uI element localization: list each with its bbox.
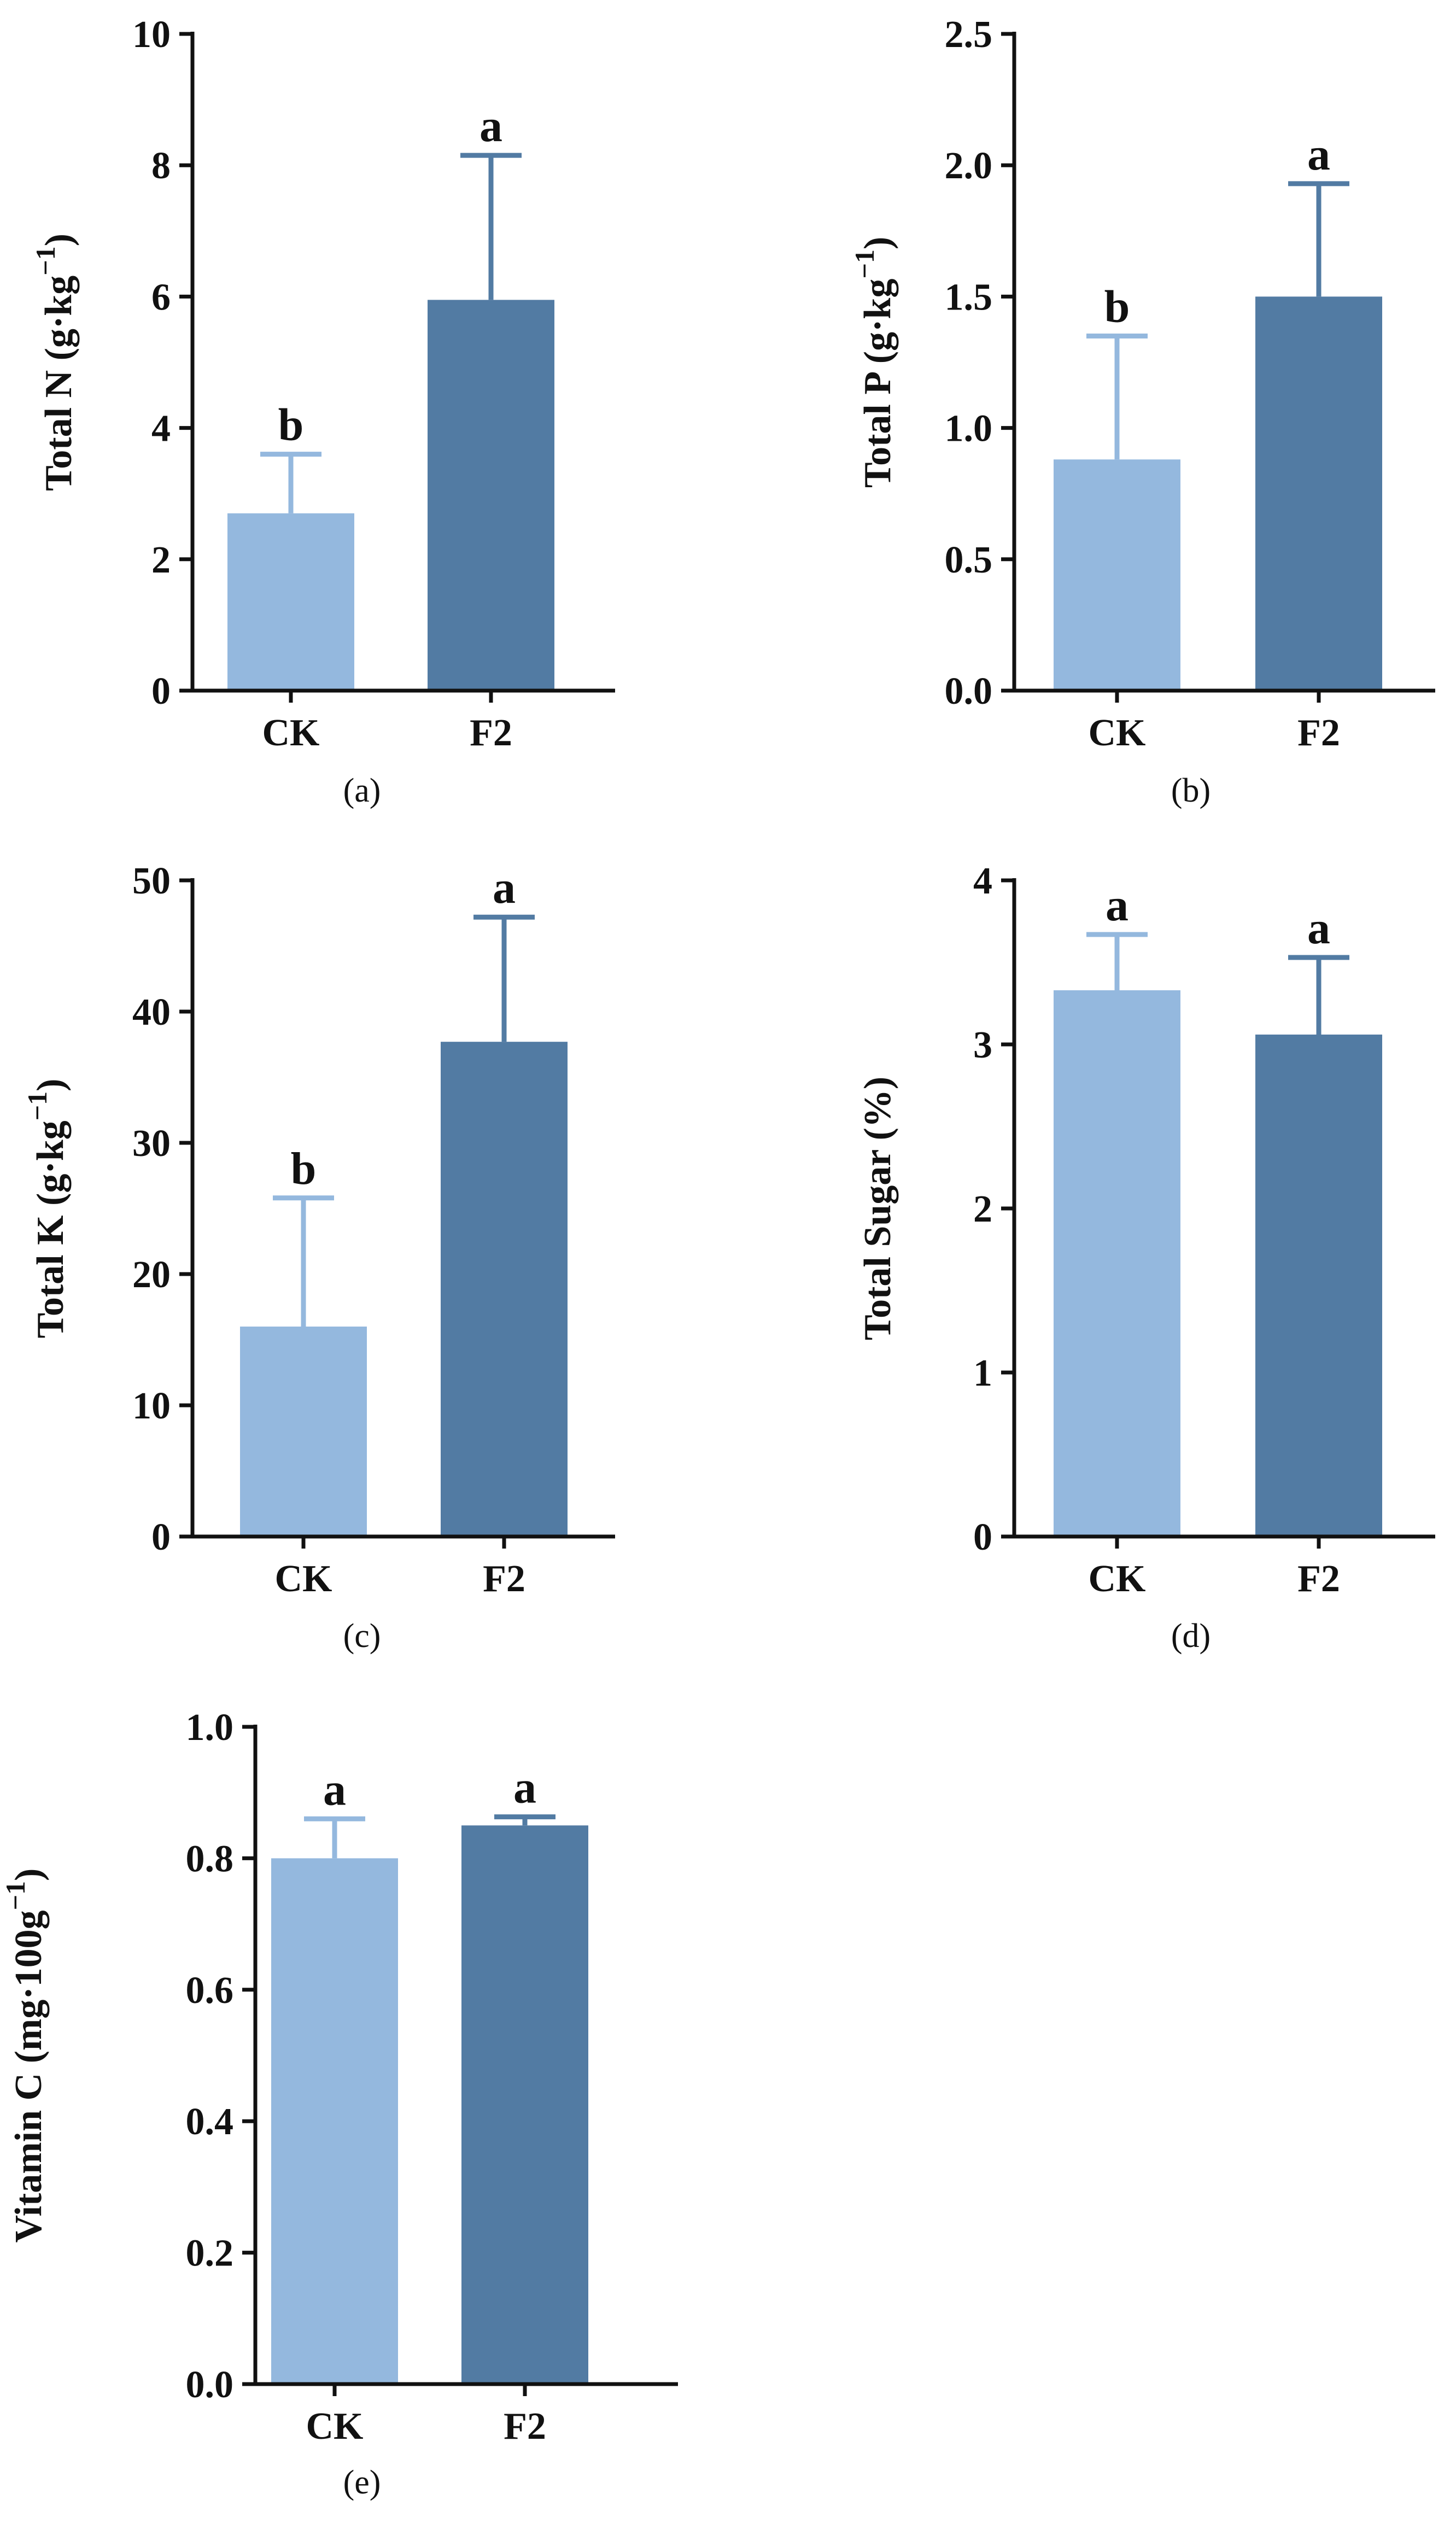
y-tick-label: 0 — [151, 1516, 171, 1558]
x-tick-label: CK — [1089, 712, 1146, 754]
bar-f2 — [1255, 1035, 1382, 1537]
y-tick-label: 0.6 — [186, 1970, 234, 2012]
y-axis-title-end: ) — [8, 1868, 50, 1881]
y-tick-label: 0.4 — [186, 2101, 234, 2143]
significance-letter: a — [323, 1764, 346, 1815]
y-tick-label: 2.5 — [945, 14, 993, 56]
x-tick-label: CK — [306, 2405, 364, 2448]
bar-f2 — [461, 1825, 588, 2384]
significance-letter: a — [513, 1762, 536, 1813]
y-tick-label: 6 — [151, 276, 171, 318]
y-tick-label: 10 — [132, 1385, 171, 1427]
y-axis-title-superscript: −1 — [30, 246, 61, 276]
bar-ck — [1054, 459, 1180, 691]
bar-f2 — [428, 300, 554, 691]
y-tick-label: 30 — [132, 1123, 171, 1165]
y-tick-label: 4 — [973, 860, 992, 902]
significance-letter: a — [1106, 880, 1128, 931]
y-axis-title: Total N (g·kg−1) — [30, 233, 80, 491]
y-tick-label: 0.0 — [945, 670, 993, 712]
bar-ck — [240, 1327, 367, 1537]
y-axis-title-main: Vitamin C (mg·100g — [8, 1910, 50, 2242]
y-tick-label: 0.2 — [186, 2233, 234, 2275]
y-tick-label: 3 — [973, 1024, 992, 1066]
y-axis-title: Total Sugar (%) — [857, 1077, 899, 1340]
y-axis-title: Total K (g·kg−1) — [22, 1079, 72, 1339]
y-tick-label: 1.0 — [186, 1707, 234, 1749]
panel-label: (b) — [1171, 772, 1211, 809]
x-tick-label: F2 — [470, 712, 512, 754]
y-axis-title-superscript: −1 — [0, 1881, 31, 1911]
bar-f2 — [1255, 296, 1382, 691]
chart-panel-e: a CK a F2 0.0 0.2 0.4 0.6 0.8 1.0 Vitamin C (mg·10… — [0, 1707, 678, 2501]
y-axis-title-end: ) — [30, 1079, 72, 1091]
significance-letter: b — [291, 1143, 317, 1194]
y-tick-label: 1.5 — [945, 276, 993, 318]
bar-ck — [271, 1858, 398, 2384]
y-axis-title-main: Total N (g·kg — [38, 276, 80, 491]
bar-f2 — [441, 1042, 568, 1537]
bar-ck — [227, 513, 354, 691]
chart-panel-c: b CK a F2 0 10 20 30 40 50 Total K (g·kg−1) (c) — [22, 860, 615, 1655]
significance-letter: a — [1307, 129, 1330, 180]
y-axis-title-main: Total Sugar (%) — [857, 1077, 899, 1340]
x-tick-label: F2 — [1297, 1558, 1340, 1600]
y-tick-label: 2 — [973, 1188, 992, 1230]
y-tick-label: 0 — [973, 1516, 992, 1558]
y-tick-label: 2.0 — [945, 145, 993, 187]
x-tick-label: CK — [1089, 1558, 1146, 1600]
significance-letter: a — [1307, 903, 1330, 954]
x-tick-label: F2 — [483, 1558, 525, 1600]
panel-label: (a) — [343, 772, 381, 809]
y-tick-label: 0 — [151, 670, 171, 712]
panel-label: (c) — [343, 1617, 381, 1655]
panel-label: (e) — [343, 2464, 381, 2501]
y-tick-label: 2 — [151, 539, 171, 581]
y-tick-label: 0.0 — [186, 2364, 234, 2406]
y-axis-title-end: ) — [38, 233, 80, 246]
y-tick-label: 4 — [151, 408, 171, 450]
bar-ck — [1054, 990, 1180, 1537]
chart-panel-b: b CK a F2 0.0 0.5 1.0 1.5 2.0 2.5 Total P (g·kg−1)… — [849, 14, 1435, 809]
y-axis-title-end: ) — [857, 237, 899, 249]
chart-panel-d: a CK a F2 0 1 2 3 4 Total Sugar (%) (d) — [857, 860, 1435, 1655]
y-tick-label: 40 — [132, 991, 171, 1033]
y-axis-title: Vitamin C (mg·100g−1) — [0, 1868, 50, 2243]
chart-panel-a: b CK a F2 0 2 4 6 8 10 Total N (g·kg−1) (a) — [30, 14, 615, 809]
x-tick-label: CK — [275, 1558, 332, 1600]
y-axis-title-superscript: −1 — [849, 249, 880, 279]
y-tick-label: 10 — [132, 14, 171, 56]
y-axis-title-main: Total K (g·kg — [30, 1120, 72, 1338]
y-tick-label: 8 — [151, 145, 171, 187]
y-axis-title: Total P (g·kg−1) — [849, 237, 899, 488]
y-tick-label: 0.8 — [186, 1838, 234, 1880]
y-tick-label: 1 — [973, 1352, 992, 1394]
y-axis-title-superscript: −1 — [22, 1091, 52, 1121]
y-tick-label: 20 — [132, 1254, 171, 1296]
significance-letter: a — [480, 101, 502, 151]
significance-letter: b — [278, 400, 304, 451]
y-tick-label: 1.0 — [945, 408, 993, 450]
x-tick-label: CK — [262, 712, 320, 754]
x-tick-label: F2 — [504, 2405, 546, 2448]
panel-label: (d) — [1171, 1617, 1211, 1655]
x-tick-label: F2 — [1297, 712, 1340, 754]
y-axis-title-main: Total P (g·kg — [857, 279, 899, 488]
significance-letter: a — [493, 862, 516, 913]
y-tick-label: 50 — [132, 860, 171, 902]
y-tick-label: 0.5 — [945, 539, 993, 581]
significance-letter: b — [1104, 281, 1130, 332]
